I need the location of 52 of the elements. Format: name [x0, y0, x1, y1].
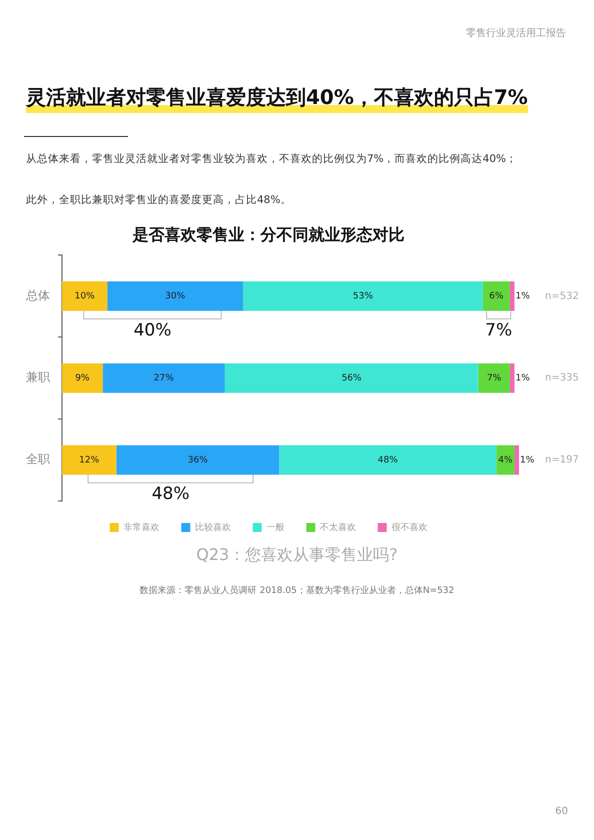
text: 灵活就业者对零售业喜爱度达到40%，不喜欢的只占7%: [26, 84, 528, 113]
bar: [224, 363, 478, 393]
legend-label: 比较喜欢: [194, 522, 231, 533]
data-label: 9%: [75, 373, 90, 384]
bar: [482, 281, 510, 311]
bar: [510, 363, 514, 393]
data-label: 53%: [352, 292, 374, 302]
text: n=532: [545, 290, 579, 302]
y-tick-label: 兼职: [26, 370, 50, 384]
legend-label: 非常喜欢: [123, 522, 160, 533]
bar: [102, 363, 225, 393]
data-label: 7%: [486, 373, 502, 384]
bar: [242, 281, 483, 311]
bar: [279, 445, 496, 475]
legend-label: 很不喜欢: [391, 522, 428, 533]
data-label: 56%: [342, 373, 362, 384]
data-label: 27%: [154, 373, 174, 384]
bar: [62, 445, 116, 475]
legend-label: 不太喜欢: [320, 522, 356, 533]
text: n=197: [545, 454, 579, 466]
text: 从总体来看，零售业灵活就业者对零售业较为喜欢，不喜欢的比例仅为7%，而喜欢的比例高达40%；: [26, 152, 517, 166]
bar: [496, 445, 514, 475]
data-label: 1%: [515, 292, 530, 302]
data-label: 10%: [74, 292, 96, 302]
text: Q23：您喜欢从事零售业吗?: [195, 545, 399, 566]
data-label: 1%: [520, 455, 535, 466]
text: 60: [555, 806, 568, 817]
data-label: 4%: [498, 455, 514, 466]
data-label: 36%: [188, 455, 208, 466]
text: n=335: [545, 372, 579, 384]
bar: [62, 363, 103, 393]
y-tick-label: 总体: [25, 288, 50, 302]
bar: [478, 363, 510, 393]
annotation: 48%: [152, 484, 190, 504]
bar: [62, 281, 108, 311]
data-label: 1%: [515, 373, 530, 384]
bar: [514, 445, 519, 475]
chart-title: 是否喜欢零售业：分不同就业形态对比: [132, 224, 404, 244]
y-tick-label: 全职: [26, 452, 50, 466]
data-label: 48%: [378, 455, 398, 466]
bar: [107, 281, 243, 311]
data-label: 6%: [489, 292, 504, 302]
bar: [510, 281, 514, 311]
annotation: 7%: [485, 320, 512, 340]
source-note: 数据来源：零售从业人员调研 2018.05；基数为零售行业从业者，总体N=532: [138, 584, 456, 597]
legend-label: 一般: [266, 522, 284, 533]
text: 此外，全职比兼职对零售业的喜爱度更高，占比48%。: [26, 193, 292, 207]
data-label: 12%: [79, 455, 100, 466]
text: 零售行业灵活用工报告: [466, 26, 566, 40]
bar: [116, 445, 280, 475]
annotation: 40%: [134, 320, 172, 340]
data-label: 30%: [165, 292, 186, 302]
